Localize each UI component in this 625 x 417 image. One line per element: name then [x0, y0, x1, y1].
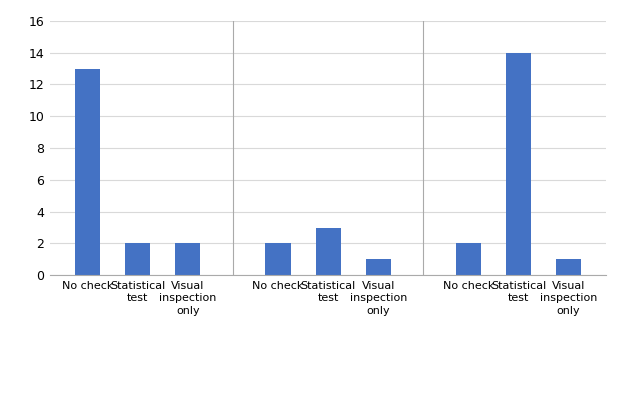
Bar [456, 244, 481, 275]
Bar [556, 259, 581, 275]
Bar [266, 244, 291, 275]
Bar [125, 244, 150, 275]
Bar [316, 228, 341, 275]
Bar [175, 244, 201, 275]
Bar [75, 68, 100, 275]
Bar [506, 53, 531, 275]
Bar [366, 259, 391, 275]
